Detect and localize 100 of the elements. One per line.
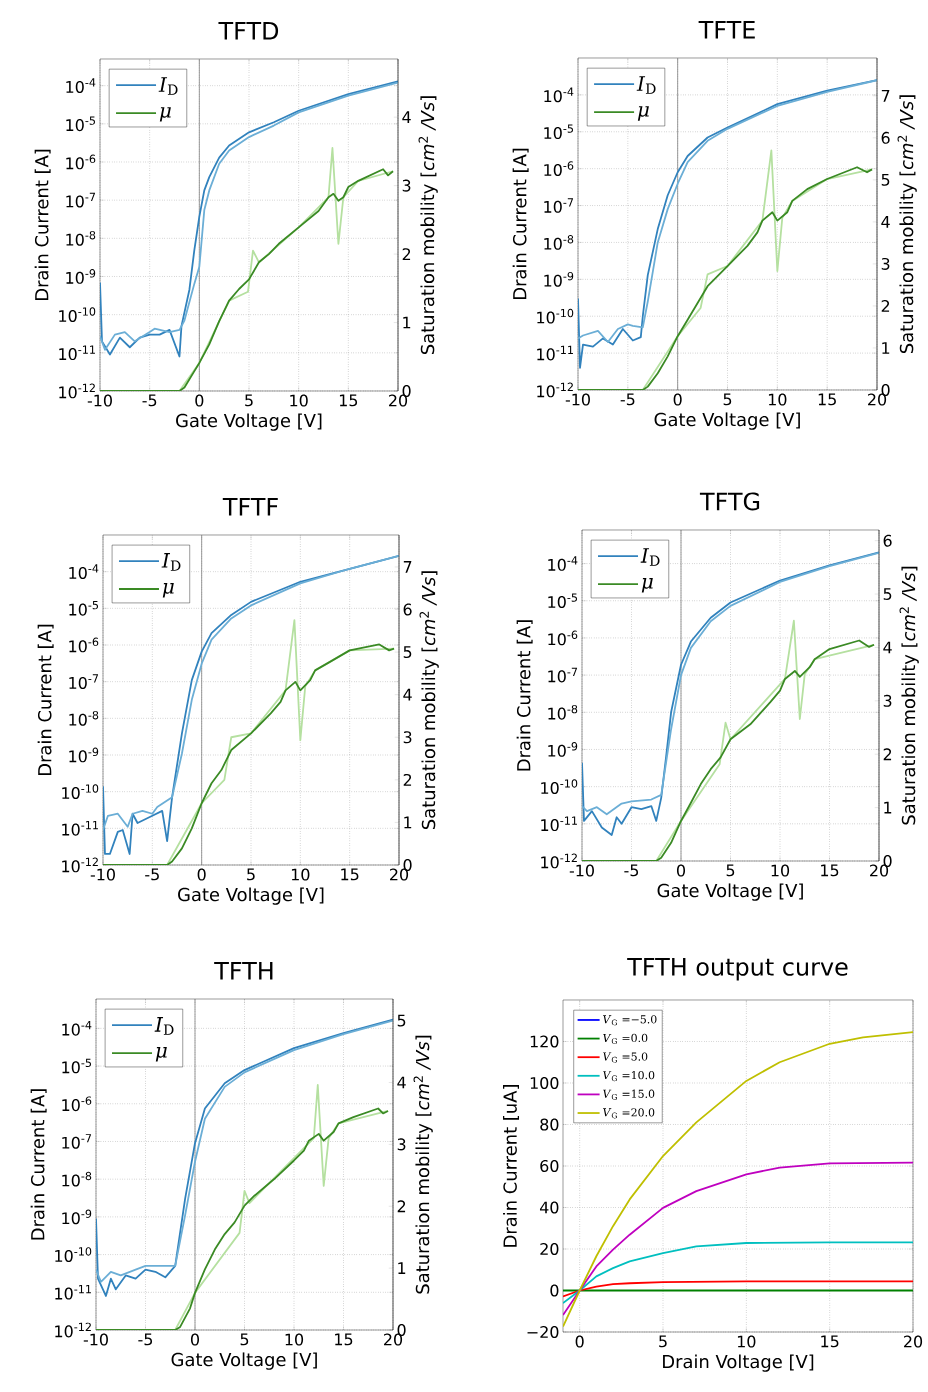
y2-tick-label: 2 [883, 748, 892, 761]
y-tick-label: 10$^{-10}$ [537, 308, 574, 324]
chart-title: TFTE [698, 21, 755, 39]
chart-title: TFTG [699, 492, 760, 511]
legend-label: V$_{G}$ =10.0 [603, 1071, 655, 1082]
legend-label: μ [641, 578, 653, 593]
y-tick-label: 10$^{-10}$ [55, 1247, 92, 1262]
y-tick-label: 10$^{-9}$ [62, 1209, 92, 1225]
y-tick-label: 10$^{-11}$ [537, 345, 573, 361]
y-tick-label: 10$^{-5}$ [544, 124, 574, 140]
y-tick-label: 10$^{-7}$ [62, 1134, 92, 1149]
y2-axis-title: Saturation mobility [cm$^{2}$ /Vs] [413, 1035, 433, 1294]
y-tick-label: 40 [539, 1201, 559, 1214]
x-tick-label: 15 [821, 1335, 839, 1348]
y-tick-label: 10$^{-7}$ [66, 192, 96, 208]
y-tick-label: 10$^{-6}$ [66, 154, 96, 170]
x-tick-label: 5 [240, 1333, 249, 1346]
x-axis-title: Gate Voltage [V] [171, 1352, 317, 1370]
x-tick-label: -5 [624, 864, 639, 877]
y-axis-title: Drain Current [A] [516, 620, 533, 771]
x-tick-label: 15 [339, 394, 358, 407]
y-tick-label: 80 [540, 1118, 559, 1131]
line-series [563, 1031, 914, 1328]
x-tick-label: 10 [290, 394, 308, 407]
y2-tick-label: 4 [403, 688, 412, 701]
y-tick-label: 10$^{-8}$ [62, 1171, 92, 1187]
y2-tick-label: 2 [881, 300, 890, 312]
y-tick-label: 10$^{-11}$ [55, 1284, 91, 1300]
y-tick-label: 10$^{-5}$ [66, 116, 96, 132]
y2-axis-title: Saturation mobility [cm$^{2}$ /Vs] [899, 566, 919, 825]
y-tick-label: 10$^{-9}$ [69, 747, 99, 763]
y-tick-label: 10$^{-6}$ [548, 630, 578, 646]
y2-tick-label: 1 [398, 1262, 406, 1274]
chart-title: TFTH [214, 962, 273, 980]
y2-tick-label: 3 [402, 179, 411, 192]
y-axis-title: Drain Current [A] [512, 148, 529, 299]
x-tick-label: 10 [285, 1333, 304, 1346]
legend-label: V$_{G}$ =20.0 [603, 1108, 655, 1119]
y-tick-label: 0 [550, 1284, 559, 1297]
y2-tick-label: 1 [882, 342, 890, 354]
y-tick-label: 120 [530, 1035, 559, 1048]
y2-tick-label: 1 [884, 801, 892, 814]
x-tick-label: 0 [197, 868, 206, 881]
y2-tick-label: 3 [403, 731, 412, 744]
x-tick-label: 10 [768, 393, 787, 406]
y-tick-label: 10$^{-4}$ [69, 564, 99, 579]
legend-label: I$_{D}$ [640, 548, 660, 566]
y-tick-label: 10$^{-8}$ [66, 230, 96, 246]
y-tick-label: 10$^{-10}$ [541, 779, 578, 795]
y2-tick-label: 4 [402, 111, 411, 123]
y-tick-label: 10$^{-8}$ [548, 704, 578, 720]
y2-tick-label: 4 [883, 641, 892, 654]
x-tick-label: 10 [737, 1335, 756, 1348]
y-tick-label: 10$^{-4}$ [544, 87, 574, 103]
x-tick-label: 5 [247, 868, 255, 881]
y-tick-label: 10$^{-4}$ [548, 556, 578, 571]
y2-tick-label: 7 [403, 561, 412, 573]
y2-tick-label: 5 [881, 173, 890, 186]
x-axis-title: Drain Voltage [V] [663, 1354, 814, 1372]
y-tick-label: 10$^{-10}$ [62, 784, 99, 800]
y2-tick-label: 3 [883, 694, 892, 707]
y2-tick-label: 3 [397, 1138, 406, 1151]
y2-tick-label: 2 [403, 773, 412, 786]
y2-axis-title: Saturation mobility [cm$^{2}$ /Vs] [897, 95, 917, 354]
x-tick-label: 0 [190, 1333, 200, 1346]
y-tick-label: 10$^{-11}$ [59, 345, 95, 361]
legend-label: μ [637, 106, 649, 121]
x-tick-label: -5 [620, 393, 635, 406]
y-tick-label: 60 [540, 1159, 559, 1173]
x-tick-label: -5 [138, 1333, 153, 1346]
x-tick-label: 15 [335, 1333, 353, 1346]
y-axis-title: Drain Current [A] [37, 624, 54, 775]
x-tick-label: 15 [341, 868, 359, 881]
y-tick-label: −20 [527, 1325, 559, 1339]
x-tick-label: 15 [821, 864, 839, 877]
legend-label: μ [159, 107, 171, 122]
y-tick-label: 10$^{-7}$ [548, 667, 578, 683]
legend-label: μ [162, 583, 174, 598]
y-tick-label: 10$^{-9}$ [66, 269, 96, 284]
y2-tick-label: 6 [403, 603, 412, 616]
x-tick-label: 0 [676, 864, 686, 877]
y2-axis-title: Saturation mobility [cm$^{2}$ /Vs] [418, 96, 438, 355]
x-tick-label: 5 [726, 864, 735, 877]
y2-tick-label: 5 [403, 646, 412, 659]
y-tick-label: 10$^{-9}$ [548, 742, 578, 757]
y-tick-label: 100 [530, 1076, 559, 1090]
y-axis-title: Drain Current [A] [30, 1089, 47, 1240]
y-tick-label: 20 [540, 1242, 559, 1256]
x-tick-label: 15 [818, 393, 836, 406]
y-tick-label: 10$^{-10}$ [59, 307, 96, 323]
y-tick-label: 10$^{-8}$ [69, 710, 99, 726]
x-axis-title: Gate Voltage [V] [178, 887, 324, 905]
chart-title: TFTF [222, 498, 278, 516]
x-tick-label: 5 [245, 394, 253, 407]
y-tick-label: 10$^{-5}$ [62, 1058, 92, 1074]
x-tick-label: 5 [723, 393, 732, 406]
y2-tick-label: 6 [883, 534, 892, 547]
y2-tick-label: 7 [881, 90, 890, 102]
legend-label: μ [155, 1047, 167, 1062]
x-axis-title: Gate Voltage [V] [176, 413, 322, 431]
